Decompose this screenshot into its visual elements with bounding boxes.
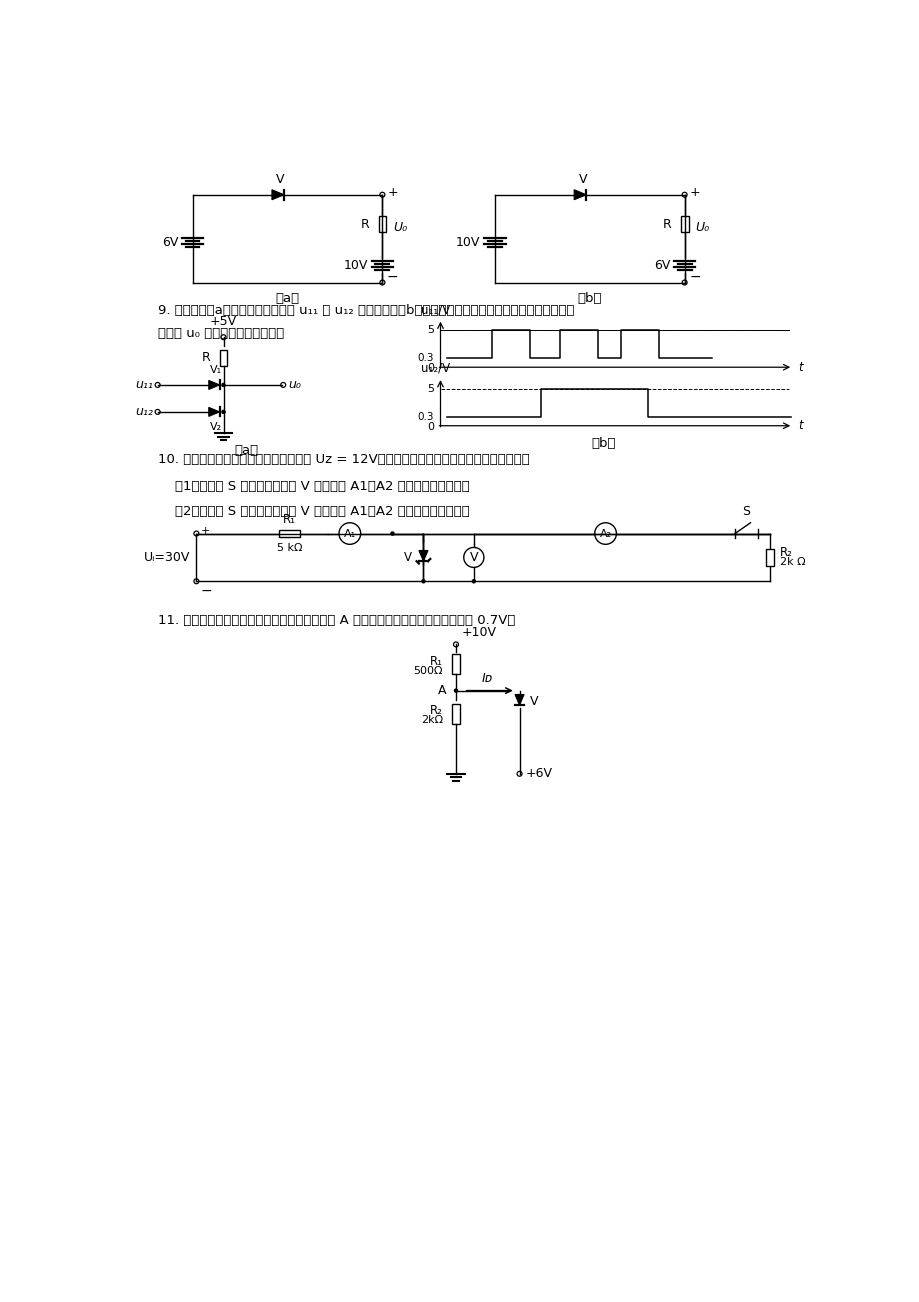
Text: V: V (469, 551, 478, 564)
Bar (378, 216, 386, 233)
Text: 2k Ω: 2k Ω (779, 557, 805, 568)
Circle shape (194, 531, 199, 536)
Text: R₂: R₂ (779, 547, 792, 560)
Text: V₁: V₁ (210, 365, 221, 375)
Text: +5V: +5V (210, 315, 237, 328)
Text: （1）当开关 S 闭合时，电压表 V 和电流表 A1、A2 的读数分别为多少？: （1）当开关 S 闭合时，电压表 V 和电流表 A1、A2 的读数分别为多少？ (176, 479, 470, 492)
Text: V: V (276, 173, 284, 186)
Circle shape (221, 335, 226, 340)
Text: 2kΩ: 2kΩ (420, 715, 442, 725)
Bar (220, 349, 227, 366)
Text: 5: 5 (426, 384, 434, 393)
Text: 500Ω: 500Ω (413, 665, 442, 676)
Bar (766, 549, 773, 566)
Circle shape (681, 193, 686, 197)
Text: +6V: +6V (525, 767, 552, 780)
Circle shape (280, 383, 285, 388)
Text: +: + (388, 186, 398, 199)
Text: −: − (688, 270, 700, 284)
Text: u₁₂/V: u₁₂/V (421, 362, 450, 375)
Text: R₂: R₂ (429, 704, 442, 717)
Bar (451, 703, 460, 724)
Circle shape (194, 579, 199, 583)
Text: U₀: U₀ (392, 221, 407, 234)
Circle shape (155, 383, 160, 388)
Text: u₁₁: u₁₁ (135, 379, 153, 392)
Circle shape (391, 533, 393, 535)
Text: 0.3: 0.3 (417, 353, 434, 363)
Polygon shape (515, 694, 524, 706)
Polygon shape (209, 408, 220, 417)
Text: R: R (201, 352, 210, 365)
Text: （b）: （b） (590, 436, 615, 449)
Bar (451, 655, 460, 674)
Text: V: V (530, 695, 539, 708)
Text: A₂: A₂ (599, 529, 611, 539)
Circle shape (516, 771, 521, 776)
Text: −: − (387, 270, 398, 284)
Polygon shape (272, 190, 284, 199)
Bar (680, 216, 687, 233)
Text: R: R (662, 217, 671, 230)
Text: 0.3: 0.3 (417, 411, 434, 422)
Polygon shape (209, 380, 220, 389)
Text: （2）当开关 S 断开时，电压表 V 和电流表 A1、A2 的读数分别为多少？: （2）当开关 S 断开时，电压表 V 和电流表 A1、A2 的读数分别为多少？ (176, 505, 470, 518)
Text: U₀: U₀ (695, 221, 709, 234)
Circle shape (681, 280, 686, 285)
Text: +: + (689, 186, 700, 199)
Circle shape (155, 409, 160, 414)
Text: （a）: （a） (275, 292, 300, 305)
Polygon shape (418, 551, 427, 561)
Text: 10. 下图所示电路中，稳压管的稳定电压 Uz = 12V，图中电压表流过的电流忽略不计，试求：: 10. 下图所示电路中，稳压管的稳定电压 Uz = 12V，图中电压表流过的电流… (157, 453, 528, 466)
Circle shape (380, 193, 384, 197)
Text: 出电压 u₀ 的波形，并标出幅值。: 出电压 u₀ 的波形，并标出幅值。 (157, 327, 284, 340)
Text: （b）: （b） (577, 292, 601, 305)
Text: u₁₂: u₁₂ (135, 405, 153, 418)
Text: R₁: R₁ (282, 513, 296, 526)
Text: −: − (201, 583, 212, 598)
Text: 10V: 10V (455, 236, 480, 249)
Text: R: R (360, 217, 369, 230)
Text: 6V: 6V (653, 259, 670, 272)
Text: 6V: 6V (162, 236, 178, 249)
Text: （a）: （a） (234, 444, 258, 457)
Text: 11. 电路如图所示，试估算流过二极管的电流和 A 点的电位。设二极管的正向压降为 0.7V。: 11. 电路如图所示，试估算流过二极管的电流和 A 点的电位。设二极管的正向压降… (157, 613, 515, 626)
Text: 9. 电路如图（a）所示，其输入电压 u₁₁ 和 u₁₂ 的波形如图（b）所示，设二极管导通电压可忽略。试画出输: 9. 电路如图（a）所示，其输入电压 u₁₁ 和 u₁₂ 的波形如图（b）所示，… (157, 305, 573, 318)
Text: u₀: u₀ (288, 379, 301, 392)
Circle shape (463, 547, 483, 568)
Text: u₁₁/V: u₁₁/V (421, 303, 450, 316)
Text: 0: 0 (426, 363, 434, 372)
Bar (278, 530, 300, 536)
Text: A₁: A₁ (344, 529, 356, 539)
Text: t: t (798, 361, 802, 374)
Text: 10V: 10V (343, 259, 368, 272)
Text: S: S (742, 505, 750, 518)
Text: +: + (201, 526, 210, 536)
Text: 0: 0 (426, 422, 434, 431)
Circle shape (422, 579, 425, 583)
Polygon shape (573, 190, 585, 199)
Text: Iᴅ: Iᴅ (481, 672, 493, 685)
Circle shape (453, 642, 458, 647)
Text: V₂: V₂ (210, 422, 221, 432)
Circle shape (380, 280, 384, 285)
Circle shape (380, 281, 383, 284)
Text: V: V (578, 173, 586, 186)
Circle shape (594, 523, 616, 544)
Text: V: V (403, 551, 412, 564)
Circle shape (221, 383, 225, 387)
Circle shape (471, 579, 475, 583)
Text: R₁: R₁ (429, 655, 442, 668)
Text: +10V: +10V (461, 626, 496, 639)
Text: Uᵢ=30V: Uᵢ=30V (143, 551, 190, 564)
Circle shape (338, 523, 360, 544)
Text: 5: 5 (426, 326, 434, 335)
Circle shape (221, 410, 225, 414)
Circle shape (682, 281, 686, 284)
Text: A: A (437, 684, 447, 697)
Text: 5 kΩ: 5 kΩ (277, 543, 301, 553)
Text: t: t (798, 419, 802, 432)
Circle shape (454, 689, 457, 693)
